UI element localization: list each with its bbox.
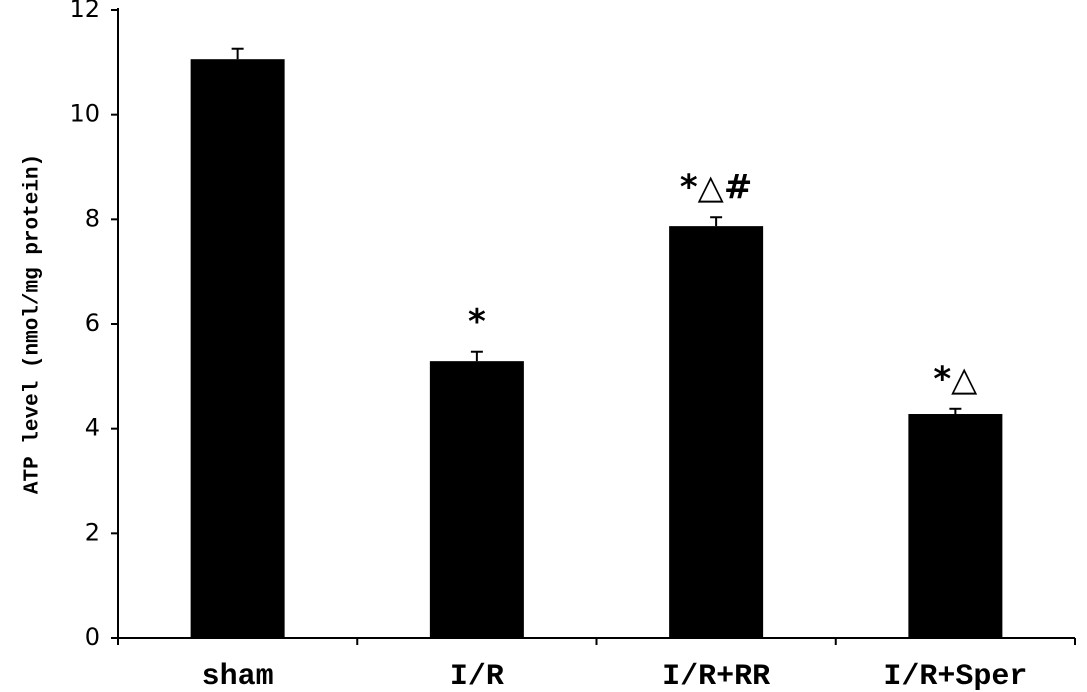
y-tick-label: 2 [85,518,100,546]
annotation: * [468,302,486,342]
error-bar [710,216,723,227]
annotation: *△# [680,168,752,208]
x-tick-label: I/R+Sper [883,660,1027,692]
error-bar [470,350,483,362]
x-tick-label: I/R [450,660,504,692]
y-tick-label: 6 [85,309,100,337]
x-tick-label: sham [202,660,274,692]
y-tick-label: 0 [85,623,100,651]
y-tick-label: 12 [69,0,100,23]
y-axis-label: ATP level (nmol/mg protein) [22,154,45,494]
bar [429,361,524,638]
bar [190,59,285,638]
y-tick-label: 10 [69,100,100,128]
error-bar [949,407,962,415]
bar [669,226,764,639]
y-tick-label: 8 [85,204,100,232]
bar [908,414,1003,638]
annotation: *△ [933,359,978,399]
x-tick-label: I/R+RR [662,660,770,692]
y-tick-label: 4 [85,414,100,442]
error-bar [231,47,244,60]
